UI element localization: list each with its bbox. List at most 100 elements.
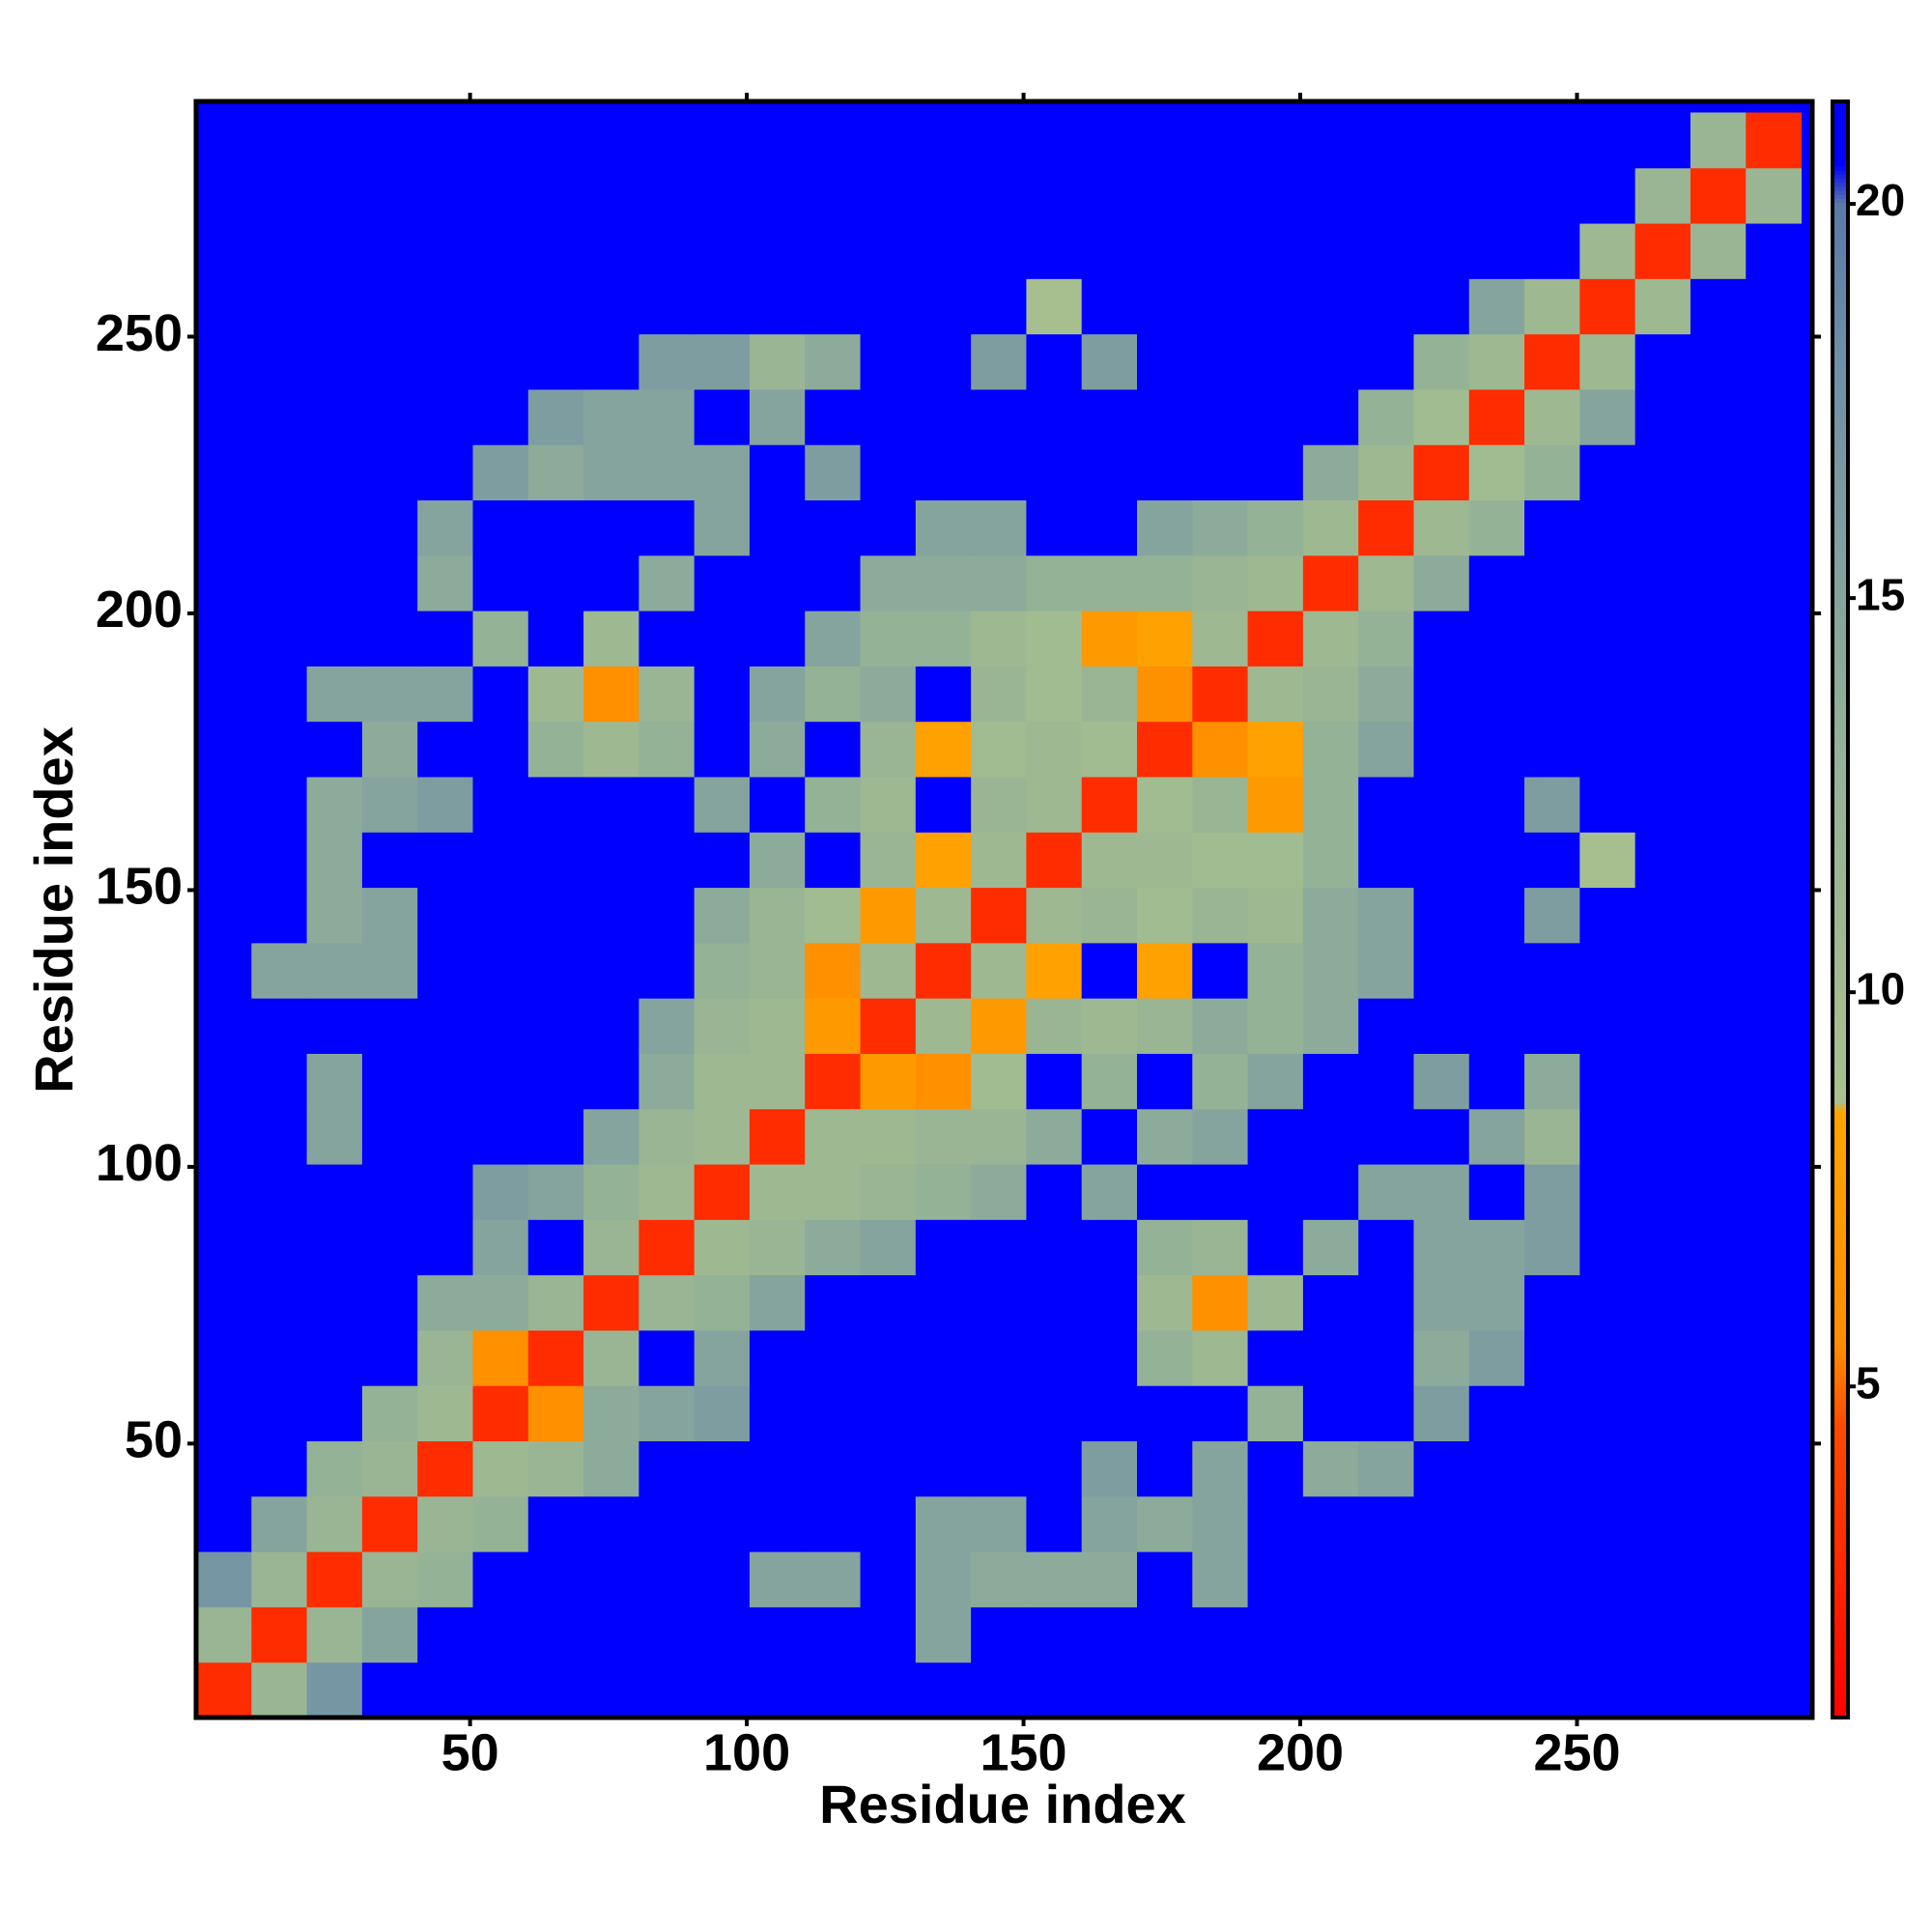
heatmap-cell	[1192, 1274, 1249, 1331]
heatmap-cell	[1192, 1662, 1249, 1719]
heatmap-cell	[1081, 499, 1138, 556]
heatmap-cell	[472, 1440, 529, 1497]
heatmap-cell	[639, 333, 696, 390]
colorbar-segment	[1833, 1148, 1848, 1153]
colorbar-segment	[1833, 650, 1848, 656]
heatmap-cell	[749, 832, 806, 889]
colorbar-segment	[1833, 324, 1848, 328]
heatmap-cell	[1247, 1164, 1304, 1220]
colorbar-segment	[1833, 206, 1848, 212]
heatmap-cell	[805, 554, 862, 611]
heatmap-cell	[1302, 887, 1359, 944]
heatmap-cell	[196, 1108, 252, 1165]
heatmap-cell	[472, 333, 529, 390]
colorbar-segment	[1833, 1123, 1848, 1128]
heatmap-cell	[306, 554, 363, 611]
heatmap-cell	[583, 1495, 639, 1552]
heatmap-cell	[1524, 611, 1580, 667]
colorbar-segment	[1833, 1697, 1848, 1702]
heatmap-cell	[1026, 666, 1083, 723]
colorbar-segment	[1833, 1264, 1848, 1270]
heatmap-cell	[1026, 1551, 1083, 1607]
heatmap-cell	[1524, 832, 1580, 889]
heatmap-cell	[639, 721, 696, 778]
heatmap-cell	[805, 1662, 862, 1719]
heatmap-cell	[306, 1495, 363, 1552]
heatmap-cell	[915, 1662, 972, 1719]
heatmap-cell	[1302, 776, 1359, 833]
colorbar-segment	[1833, 404, 1848, 410]
heatmap-cell	[1137, 444, 1193, 501]
heatmap-cell	[1524, 223, 1580, 279]
heatmap-cell	[805, 998, 862, 1054]
heatmap-cell	[583, 554, 639, 611]
colorbar-segment	[1833, 437, 1848, 441]
colorbar-segment	[1833, 157, 1848, 163]
heatmap-cell	[1302, 444, 1359, 501]
x-tick-label: 150	[980, 1723, 1066, 1781]
colorbar-segment	[1833, 852, 1848, 858]
heatmap-cell	[1690, 1495, 1747, 1552]
colorbar-segment	[1833, 126, 1848, 130]
heatmap-cell	[1413, 112, 1470, 169]
heatmap-cell	[1468, 333, 1525, 390]
heatmap-cell	[1468, 1219, 1525, 1276]
heatmap-cell	[749, 1274, 806, 1331]
heatmap-cell	[1579, 1053, 1636, 1110]
colorbar-segment	[1833, 440, 1848, 446]
heatmap-cell	[1468, 1606, 1525, 1663]
heatmap-cell	[1634, 1219, 1691, 1276]
heatmap-cell	[860, 1274, 917, 1331]
heatmap-cell	[417, 388, 473, 445]
heatmap-cell	[1302, 1219, 1359, 1276]
colorbar-segment	[1833, 557, 1848, 563]
heatmap-cell	[1468, 444, 1525, 501]
heatmap-cell	[1137, 832, 1193, 889]
colorbar-segment	[1833, 655, 1848, 660]
colorbar-segment	[1833, 109, 1848, 115]
colorbar-segment	[1833, 1248, 1848, 1254]
colorbar-segment	[1833, 210, 1848, 215]
heatmap-cell	[1247, 832, 1304, 889]
heatmap-cell	[251, 832, 308, 889]
heatmap-cell	[1579, 1164, 1636, 1220]
heatmap-cell	[1634, 1551, 1691, 1607]
heatmap-cell	[694, 666, 751, 723]
heatmap-cell	[1413, 1108, 1470, 1165]
colorbar-segment	[1833, 630, 1848, 636]
heatmap-cell	[1247, 333, 1304, 390]
colorbar-segment	[1833, 1183, 1848, 1189]
heatmap-cell	[1358, 444, 1414, 501]
colorbar-segment	[1833, 1709, 1848, 1715]
colorbar-segment	[1833, 1289, 1848, 1294]
heatmap-cell	[805, 1606, 862, 1663]
heatmap-cell	[749, 223, 806, 279]
heatmap-cell	[1690, 1108, 1747, 1165]
heatmap-cell	[527, 887, 584, 944]
colorbar-segment	[1833, 820, 1848, 826]
colorbar-segment	[1833, 222, 1848, 228]
heatmap-cell	[1247, 666, 1304, 723]
colorbar-segment	[1833, 937, 1848, 943]
heatmap-cell	[472, 611, 529, 667]
colorbar-segment	[1833, 812, 1848, 817]
heatmap-cell	[1413, 444, 1470, 501]
colorbar-segment	[1833, 679, 1848, 684]
colorbar-segment	[1833, 416, 1848, 422]
y-tick-label: 200	[96, 581, 183, 639]
heatmap-cell	[1137, 1108, 1193, 1165]
heatmap-cell	[1302, 998, 1359, 1054]
colorbar-segment	[1833, 925, 1848, 931]
heatmap-cell	[860, 721, 917, 778]
colorbar-segment	[1833, 837, 1848, 841]
heatmap-cell	[971, 223, 1027, 279]
heatmap-cell	[527, 223, 584, 279]
heatmap-cell	[1358, 1662, 1414, 1719]
colorbar-segment	[1833, 129, 1848, 135]
colorbar-segment	[1833, 218, 1848, 224]
heatmap-cell	[1026, 388, 1083, 445]
colorbar-segment	[1833, 1544, 1848, 1548]
colorbar-segment	[1833, 469, 1848, 474]
heatmap-cell	[1026, 167, 1083, 224]
colorbar-segment	[1833, 1018, 1848, 1024]
